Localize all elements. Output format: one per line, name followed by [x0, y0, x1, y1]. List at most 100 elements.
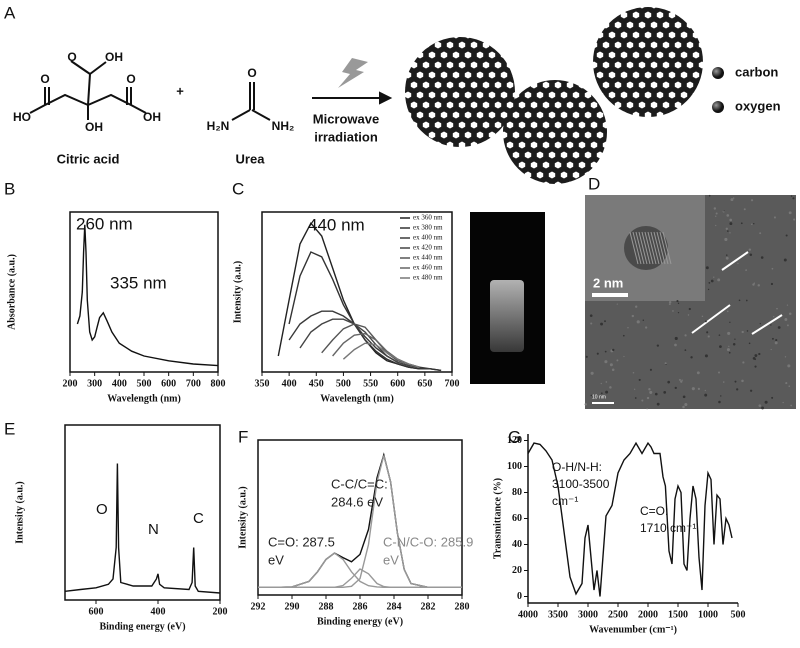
texture [708, 194, 711, 197]
texture [677, 311, 680, 314]
texture [792, 197, 795, 200]
annotation: C [193, 510, 204, 527]
texture [708, 282, 711, 284]
annotation: 3100-3500 [552, 477, 610, 491]
texture [691, 387, 695, 391]
texture [590, 371, 594, 375]
texture [729, 222, 733, 226]
texture [734, 338, 736, 340]
texture [725, 256, 729, 260]
texture [704, 320, 707, 323]
texture [787, 364, 791, 368]
citric-acid-bonds [29, 60, 147, 120]
x-tick-label: 800 [211, 378, 226, 389]
panel-label: A [4, 3, 16, 22]
texture [706, 331, 709, 334]
texture [600, 382, 602, 385]
texture [749, 253, 753, 256]
panel-label: B [4, 179, 15, 198]
texture [616, 359, 619, 362]
x-tick-label: 4000 [518, 609, 538, 620]
y-tick-label: 20 [512, 565, 522, 576]
texture [585, 355, 588, 358]
texture [704, 389, 706, 392]
annotation: 335 nm [110, 273, 167, 292]
atom-label: HO [13, 110, 31, 124]
texture [636, 320, 640, 324]
data-line [76, 224, 219, 367]
texture [740, 222, 743, 225]
data-line [64, 463, 221, 594]
texture [674, 343, 677, 347]
texture [788, 211, 792, 215]
panel-label: C [232, 179, 244, 198]
texture [684, 349, 687, 352]
texture [790, 195, 793, 197]
texture [751, 223, 753, 226]
texture [729, 218, 733, 222]
legend-label: ex 400 nm [413, 234, 443, 242]
texture [758, 352, 761, 356]
texture [783, 258, 787, 262]
texture [718, 400, 721, 404]
texture [604, 360, 608, 364]
texture [645, 326, 648, 329]
atom-label: O [67, 50, 76, 64]
texture [773, 216, 776, 219]
texture [720, 395, 722, 397]
data-line [321, 323, 420, 368]
texture [715, 224, 717, 227]
texture [788, 312, 792, 316]
texture [777, 326, 781, 329]
texture [759, 232, 762, 235]
texture [646, 396, 650, 400]
texture [589, 314, 593, 317]
x-tick-label: 282 [421, 601, 436, 612]
urea-bonds [231, 82, 271, 121]
x-axis-label: Binding energy (eV) [317, 616, 403, 627]
annotation: 284.6 eV [331, 495, 383, 510]
texture [681, 379, 683, 381]
data-line [258, 552, 462, 588]
texture [718, 334, 721, 336]
texture [760, 256, 764, 259]
texture [710, 279, 714, 283]
x-tick-label: 2000 [638, 609, 658, 620]
texture [654, 392, 658, 396]
texture [723, 210, 725, 212]
texture [784, 317, 788, 321]
vial-photo [470, 212, 545, 384]
texture [782, 401, 784, 404]
plus-sign: + [176, 83, 184, 98]
atom-label: O [247, 66, 256, 80]
annotation: 1710 cm⁻¹ [640, 521, 696, 535]
texture [748, 248, 752, 251]
data-line [527, 441, 733, 597]
x-tick-label: 300 [87, 378, 102, 389]
texture [771, 337, 774, 340]
texture [774, 341, 778, 345]
texture [784, 356, 787, 358]
atom-label: O [126, 72, 135, 86]
atom-label: NH₂ [272, 119, 295, 133]
texture [697, 387, 701, 391]
carbon-dot [593, 7, 703, 117]
texture [707, 288, 710, 291]
carbon-legend-marker [712, 67, 724, 79]
texture [770, 324, 772, 326]
texture [590, 394, 593, 397]
x-tick-label: 286 [353, 601, 368, 612]
data-line [258, 455, 462, 588]
texture [724, 237, 728, 242]
x-tick-label: 550 [363, 378, 378, 389]
texture [729, 232, 731, 234]
scheme [29, 7, 724, 184]
texture [667, 380, 671, 384]
annotation: C=O: 287.5 [268, 534, 335, 549]
texture [609, 363, 613, 367]
texture [776, 307, 778, 310]
texture [764, 400, 768, 404]
inset-scale: 2 nm [593, 275, 623, 290]
texture [677, 302, 680, 305]
annotation: cm⁻¹ [552, 494, 578, 508]
